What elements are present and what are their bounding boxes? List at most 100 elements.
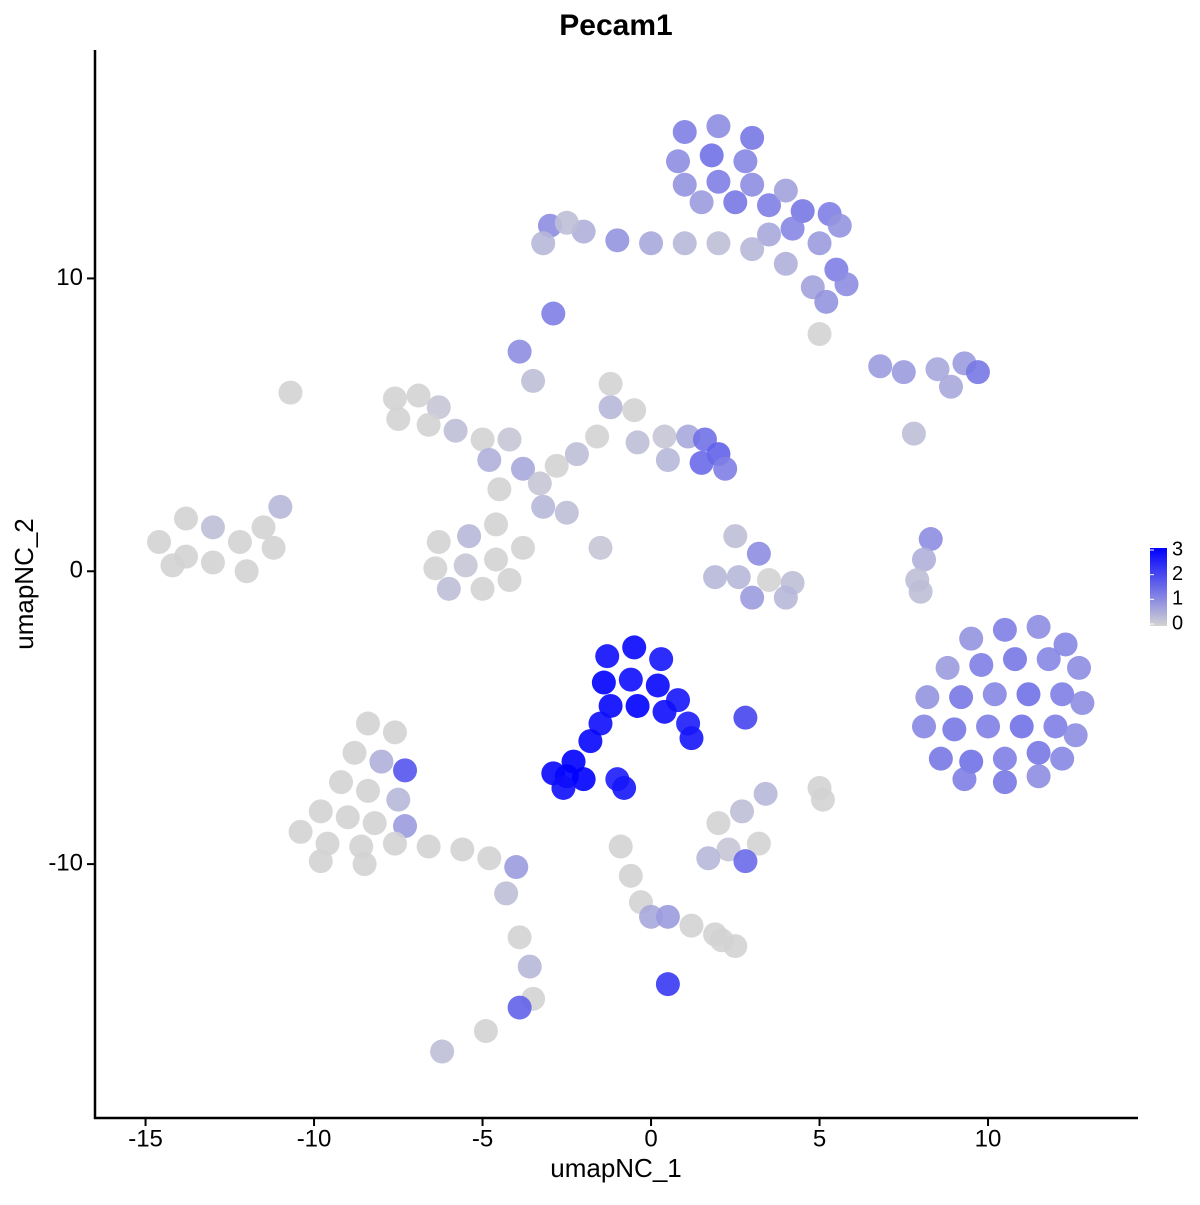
point [639,231,664,256]
point [706,231,731,256]
y-tick-label: 10 [56,264,83,291]
point [827,213,852,238]
point [992,617,1017,642]
point [173,506,198,531]
point [652,424,677,449]
point [982,682,1007,707]
point [713,456,738,481]
point [453,553,478,578]
colorbar-tick-label: 0 [1172,612,1183,634]
point [672,172,697,197]
point [517,954,542,979]
point [949,685,974,710]
point [541,301,566,326]
point [406,383,431,408]
point [915,685,940,710]
point [342,740,367,765]
point [723,190,748,215]
point [834,272,859,297]
point [992,746,1017,771]
point [510,535,535,560]
point [1036,647,1061,672]
point [622,398,647,423]
point [814,289,839,314]
point [1026,614,1051,639]
point [335,805,360,830]
point [810,787,835,812]
point [672,119,697,144]
point [1070,691,1095,716]
point [393,758,418,783]
point [756,568,781,593]
point [382,720,407,745]
point [780,216,805,241]
point [585,424,610,449]
point [430,1039,455,1064]
point [160,553,185,578]
point [1050,746,1075,771]
y-axis-title: umapNC_2 [9,518,39,650]
colorbar-tick-label: 2 [1172,563,1183,585]
point [773,178,798,203]
x-tick-label: 10 [975,1125,1002,1152]
y-tick-label: 0 [70,557,83,584]
point [652,699,677,724]
point [733,705,758,730]
point [544,453,569,478]
point [706,169,731,194]
point [649,647,674,672]
point [504,855,529,880]
point [969,652,994,677]
point [450,837,475,862]
point [618,863,643,888]
point [393,814,418,839]
point [261,535,286,560]
point [901,421,926,446]
point [912,714,937,739]
point [625,693,650,718]
point [510,456,535,481]
point [612,775,637,800]
point [382,386,407,411]
point [753,781,778,806]
point [1050,682,1075,707]
point [554,500,579,525]
point [807,231,832,256]
point [234,559,259,584]
point [992,770,1017,795]
colorbar-tick-label: 3 [1172,538,1183,560]
point [598,395,623,420]
point [588,711,613,736]
point [288,819,313,844]
x-tick-label: -5 [472,1125,493,1152]
point [756,193,781,218]
point [416,834,441,859]
point [807,322,832,347]
point [666,149,691,174]
point [200,550,225,575]
point [470,576,495,601]
point [477,447,502,472]
point [308,849,333,874]
point [494,881,519,906]
point [679,913,704,938]
point [730,799,755,824]
point [952,767,977,792]
point [655,904,680,929]
point [147,529,172,554]
point [935,655,960,680]
point [329,770,354,795]
point [608,834,633,859]
point [484,512,509,537]
point [268,494,293,519]
point [1026,764,1051,789]
point [740,585,765,610]
point [733,149,758,174]
point [227,529,252,554]
point [308,799,333,824]
point [891,360,916,385]
point [709,928,734,953]
point [706,811,731,836]
x-tick-label: 5 [813,1125,826,1152]
point [595,644,620,669]
